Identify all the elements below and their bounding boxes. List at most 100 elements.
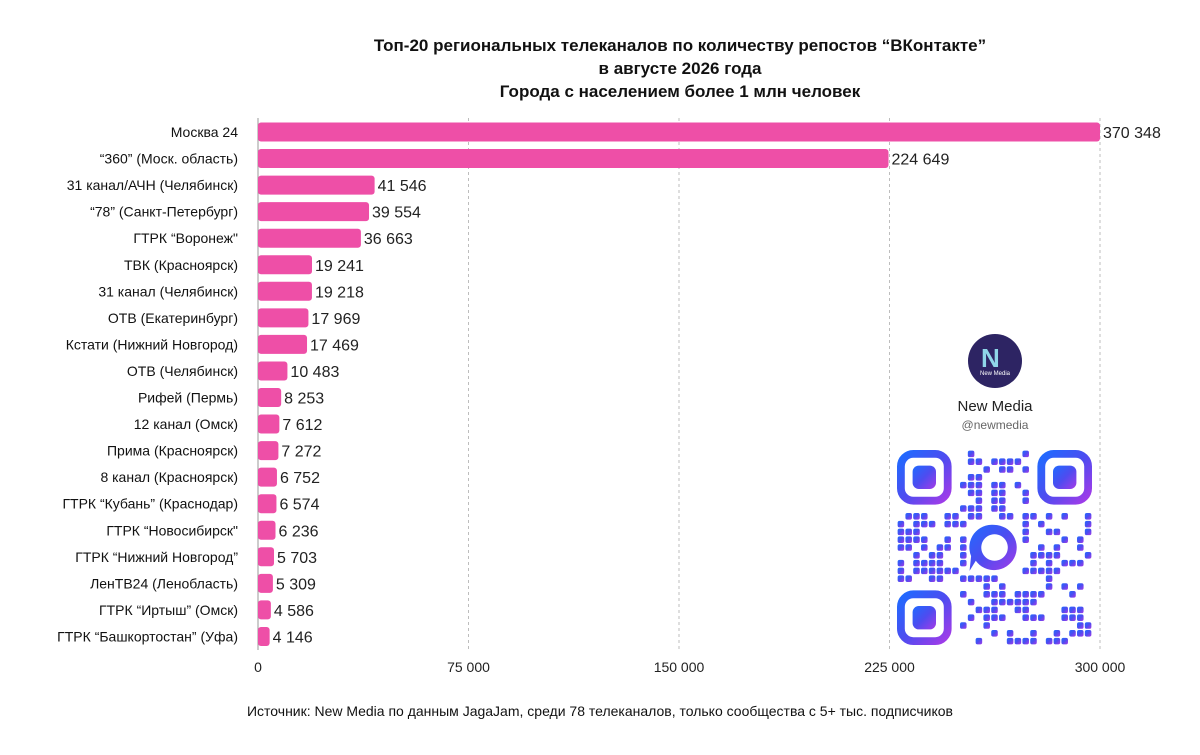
bar [258, 149, 889, 169]
value-label: 370 348 [1103, 125, 1161, 142]
value-label: 39 554 [372, 205, 421, 222]
qr-module [999, 583, 1006, 590]
qr-module [960, 536, 967, 543]
value-label: 19 218 [315, 284, 364, 301]
qr-module [897, 536, 905, 543]
qr-module [983, 622, 990, 629]
qr-module [1014, 481, 1022, 489]
qr-module [1053, 552, 1061, 559]
qr-module [1069, 591, 1076, 598]
qr-module [1006, 513, 1014, 520]
qr-module [967, 614, 975, 621]
qr-module [960, 505, 967, 512]
brand-name: New Media [957, 398, 1033, 415]
x-tick-label: 225 000 [864, 659, 915, 675]
title-line-2: в августе 2026 года [598, 59, 762, 78]
bar [258, 255, 313, 275]
qr-module [928, 520, 936, 528]
qr-module [913, 520, 920, 528]
qr-module [936, 575, 944, 582]
qr-module [967, 505, 975, 512]
value-label: 7 612 [282, 417, 322, 434]
qr-module [944, 544, 951, 551]
qr-module [1084, 552, 1092, 559]
qr-module [928, 575, 936, 582]
qr-module [936, 559, 944, 567]
qr-module [1030, 559, 1037, 567]
qr-module [999, 489, 1006, 497]
qr-module [983, 614, 990, 621]
qr-module [975, 606, 983, 614]
qr-module [1030, 630, 1037, 637]
qr-module [1053, 544, 1061, 551]
qr-module [1022, 614, 1029, 621]
qr-module [967, 489, 975, 497]
qr-module [897, 544, 905, 551]
bar-chart: 0 75 000 150 000 225 000 300 000 Москва 24 370… [57, 118, 1161, 675]
new-media-logo: N New Media [968, 334, 1022, 388]
qr-module [991, 598, 998, 606]
qr-module [967, 481, 975, 489]
qr-module [921, 559, 928, 567]
qr-module [983, 466, 990, 473]
bar [258, 414, 280, 434]
value-label: 6 574 [279, 497, 319, 514]
bar [258, 202, 370, 222]
qr-module [1038, 567, 1045, 575]
qr-module [999, 458, 1006, 465]
source-note: Источник: New Media по данным JagaJam, с… [246, 703, 953, 719]
qr-module [960, 591, 967, 598]
bar [258, 600, 271, 620]
value-label: 41 546 [378, 178, 427, 195]
qr-module [999, 505, 1006, 512]
qr-module [928, 559, 936, 567]
category-label: Москва 24 [171, 124, 238, 140]
qr-module [1014, 458, 1022, 465]
value-label: 36 663 [364, 231, 413, 248]
qr-module [991, 505, 998, 512]
qr-module [983, 583, 990, 590]
qr-module [967, 598, 975, 606]
category-label: ГТРК “Кубань” (Краснодар) [62, 496, 238, 512]
qr-module [1045, 513, 1053, 520]
x-tick-label: 150 000 [654, 659, 705, 675]
qr-module [1014, 598, 1022, 606]
category-label: 8 канал (Красноярск) [100, 469, 238, 485]
qr-module [983, 606, 990, 614]
title-line-3: Города с населением более 1 млн человек [499, 82, 861, 101]
value-label: 7 272 [281, 444, 321, 461]
qr-module [1014, 606, 1022, 614]
category-label: 31 канал (Челябинск) [98, 283, 238, 299]
qr-module [936, 552, 944, 559]
qr-module [991, 591, 998, 598]
qr-module [1038, 544, 1045, 551]
qr-module [944, 513, 951, 520]
qr-module [905, 528, 912, 536]
qr-module [1045, 567, 1053, 575]
qr-code[interactable] [897, 450, 1092, 645]
qr-module [1061, 637, 1068, 645]
qr-module [1038, 520, 1045, 528]
qr-module [983, 575, 990, 582]
qr-finder-outer [897, 590, 952, 645]
qr-module [991, 481, 998, 489]
category-label: 12 канал (Омск) [134, 416, 238, 432]
value-label: 4 146 [273, 629, 313, 646]
category-label: Прима (Красноярск) [107, 443, 238, 459]
qr-module [967, 458, 975, 465]
bar [258, 308, 309, 328]
qr-module [1006, 466, 1014, 473]
qr-module [1077, 614, 1084, 621]
qr-finder-outer [897, 450, 952, 505]
category-label: ГТРК “Нижний Новгород” [75, 549, 238, 565]
qr-module [960, 481, 967, 489]
chart-title: Топ-20 региональных телеканалов по колич… [280, 34, 1080, 103]
qr-finder-inner [912, 606, 936, 630]
qr-module [1006, 630, 1014, 637]
qr-module [1053, 528, 1061, 536]
qr-module [921, 544, 928, 551]
x-tick-label: 0 [254, 659, 262, 675]
qr-module [1022, 466, 1029, 473]
qr-module [905, 544, 912, 551]
bar [258, 361, 288, 381]
